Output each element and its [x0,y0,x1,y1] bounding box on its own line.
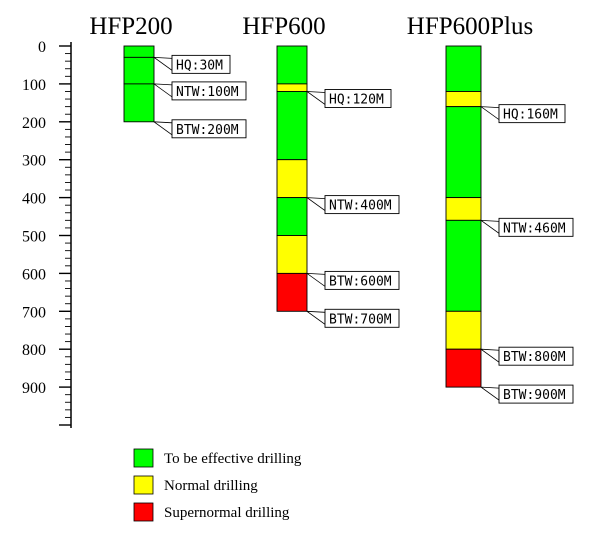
callout-pointer [152,56,173,72]
legend-swatch [133,448,154,468]
axis-tick-label: 600 [22,266,46,283]
callout-box [171,119,247,139]
depth-segment [276,197,308,236]
callout-box [324,89,392,108]
legend-label: To be effective drilling [164,451,302,467]
callout-label: BTW:900M [503,388,566,403]
callout-label: BTW:200M [176,123,239,138]
column-title: HFP200 [89,13,172,40]
callout-box [171,81,247,101]
depth-segment [123,83,155,123]
callout-pointer [479,106,500,121]
legend-label: Supernormal drilling [164,505,290,521]
axis-tick-label: 300 [22,153,46,170]
callout-pointer [479,386,500,401]
callout-pointer [479,348,500,363]
depth-segment [276,235,308,274]
callout-pointer [479,219,500,235]
callout-label: BTW:600M [329,274,392,289]
depth-segment [445,348,482,388]
callout-label: NTW:400M [329,199,392,214]
depth-segment [445,91,482,108]
legend-swatch [133,475,154,495]
callout-pointer [152,121,173,136]
legend-swatch [133,502,154,522]
axis-tick-label: 500 [22,229,46,246]
callout-pointer [305,197,326,212]
depth-segment [276,45,308,85]
axis-tick-label: 700 [22,304,46,321]
callout-pointer [305,310,326,326]
callout-box [324,195,400,215]
callout-box [498,384,574,404]
depth-segment [276,83,308,92]
callout-label: BTW:700M [329,312,392,327]
callout-box [498,346,574,366]
depth-segment [276,159,308,199]
callout-label: HQ:30M [176,58,223,73]
depth-segment [123,45,155,58]
depth-segment [123,56,155,85]
depth-segment [276,91,308,161]
callout-box [324,308,400,328]
callout-label: BTW:800M [503,350,566,365]
column-hfp600plus: HFP600Plus HQ:160M NTW:460M BTW:800M BTW:900… [407,13,574,404]
depth-axis: 0 100 200 300 400 500 600 700 800 900 [22,39,72,428]
depth-segment [276,272,308,312]
column-hfp600: HFP600 HQ:120M NTW:400M BTW:600M BTW:700M [242,13,400,328]
legend-label: Normal drilling [164,478,258,494]
axis-tick-label: 200 [22,115,46,132]
depth-segment [445,197,482,221]
callout-box [498,104,566,124]
callout-pointer [152,83,173,98]
callout-box [498,217,574,237]
callout-label: NTW:100M [176,85,239,100]
callout-label: HQ:160M [503,108,558,123]
callout-label: HQ:120M [329,92,384,107]
callout-box [324,270,400,290]
axis-tick-label: 800 [22,342,46,359]
callout-label: NTW:460M [503,221,566,236]
depth-segment [445,45,482,92]
column-title: HFP600Plus [407,13,533,40]
legend: To be effective drilling Normal drilling S… [133,448,302,522]
column-hfp200: HFP200 HQ:30M NTW:100M BTW:200M [89,13,247,139]
columns: HFP200 HQ:30M NTW:100M BTW:200M HFP600 HQ:120… [89,13,574,404]
axis-tick-label: 100 [22,77,46,94]
callout-pointer [305,91,326,106]
callout-pointer [305,272,326,288]
axis-tick-label: 400 [22,191,46,208]
column-title: HFP600 [242,13,325,40]
axis-tick-label: 900 [22,380,46,397]
axis-tick-label: 0 [38,39,46,56]
callout-box [171,54,231,74]
depth-segment [445,106,482,199]
depth-segment [445,310,482,350]
depth-segment [445,219,482,312]
